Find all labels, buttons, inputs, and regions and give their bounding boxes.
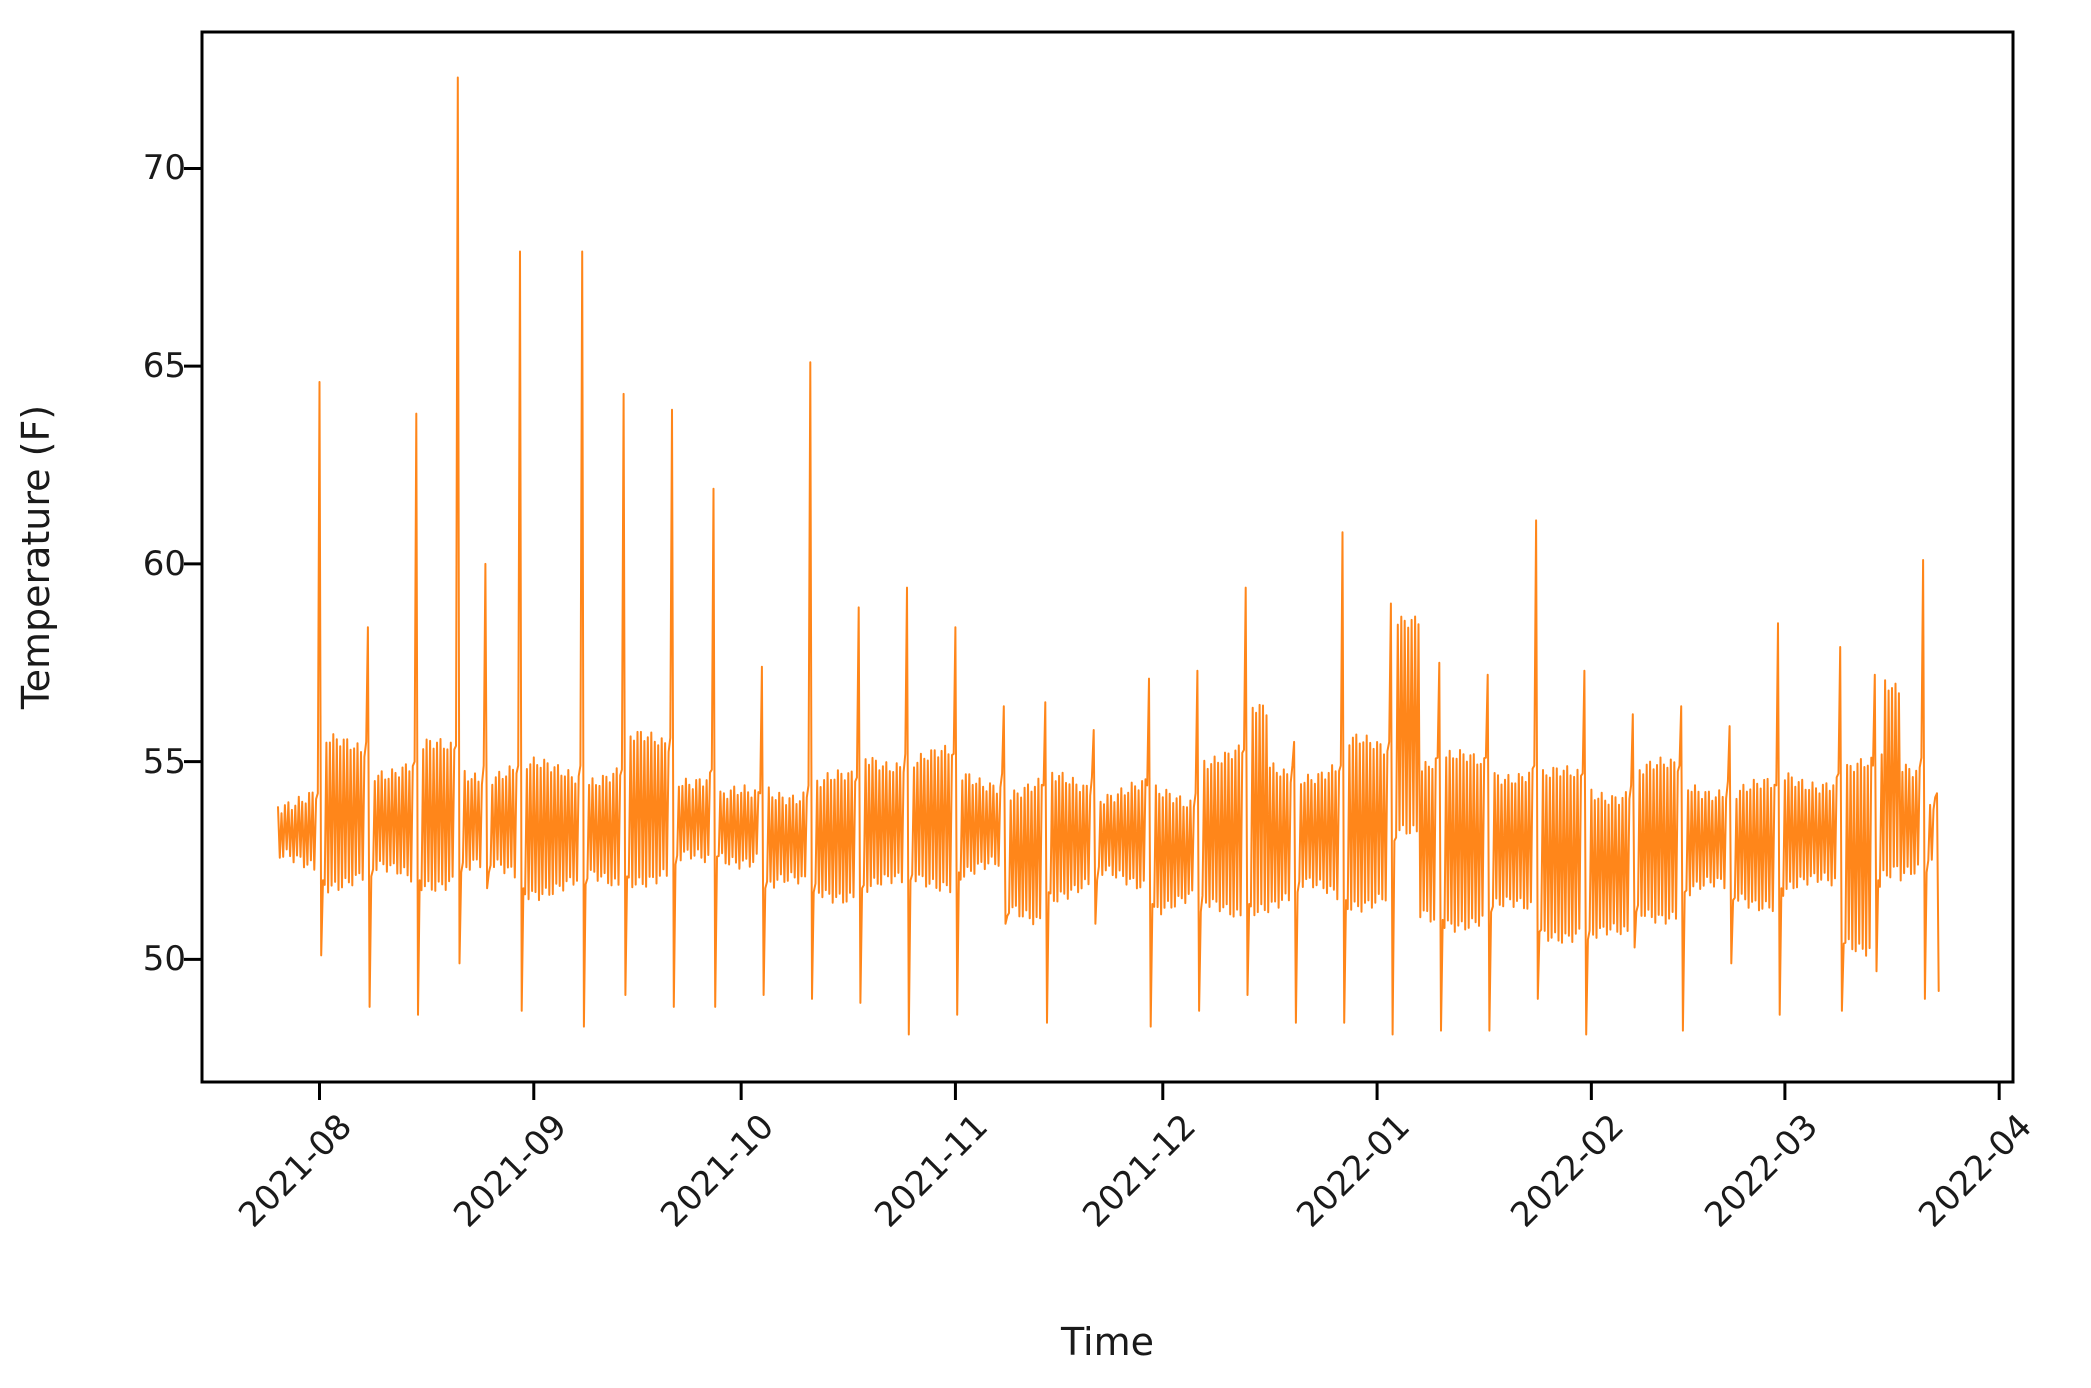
y-tick-label: 60 xyxy=(142,543,186,584)
y-tick-label: 55 xyxy=(142,741,186,782)
plot-frame xyxy=(200,30,2015,1084)
y-tick-label: 50 xyxy=(142,939,186,980)
axis-tick-marks xyxy=(184,166,2001,1100)
y-tick-label: 65 xyxy=(142,346,186,387)
x-axis-title: Time xyxy=(1061,1320,1154,1364)
y-axis-title: Temperature (F) xyxy=(14,404,58,710)
y-tick-label: 70 xyxy=(142,148,186,189)
temperature-series-line xyxy=(277,76,1940,1036)
